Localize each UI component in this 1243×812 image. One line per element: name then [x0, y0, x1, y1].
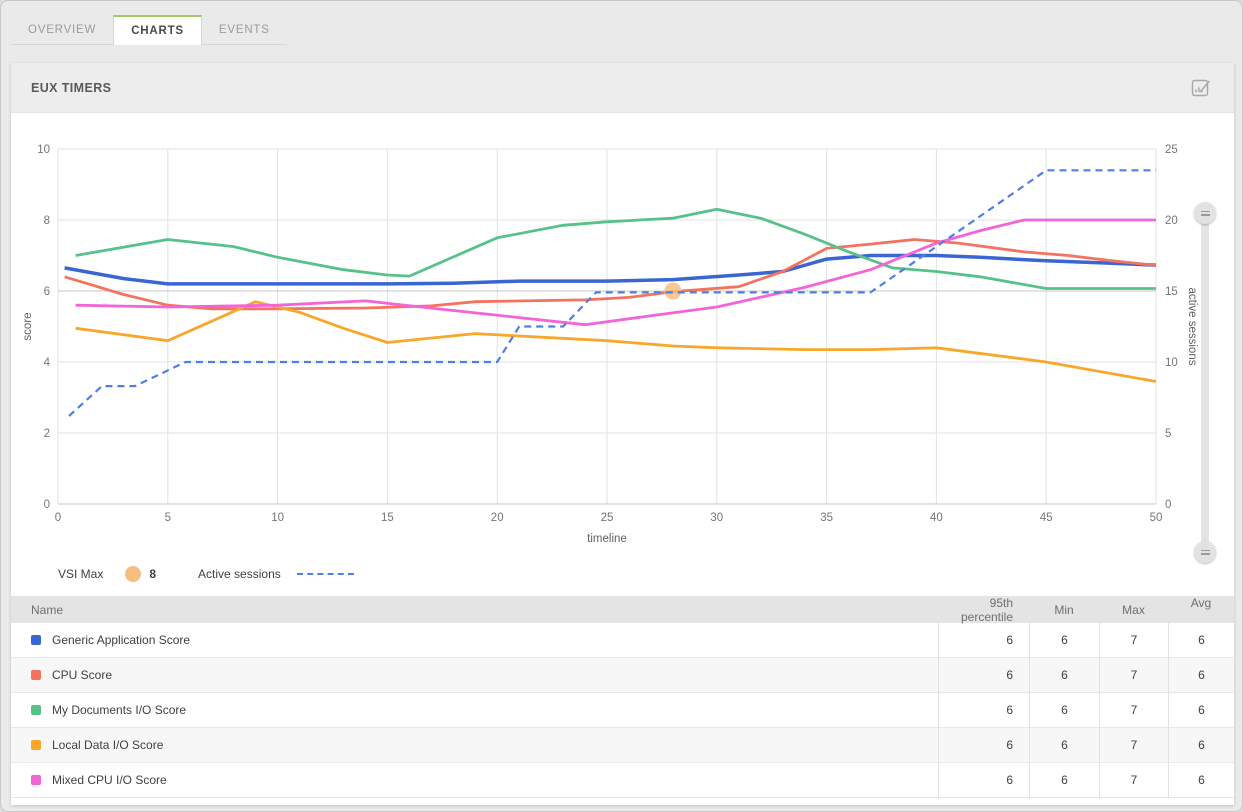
active-sessions-dash-icon: [297, 573, 354, 575]
cell-max: 7: [1099, 693, 1168, 728]
col-header-name: Name: [11, 603, 938, 617]
tab-charts[interactable]: CHARTS: [113, 15, 202, 45]
cell-avg: 6: [1168, 693, 1234, 728]
tab-overview[interactable]: OVERVIEW: [11, 15, 113, 45]
x-axis-tick: 50: [1150, 512, 1163, 524]
left-axis-tick: 10: [37, 144, 50, 156]
slider-handle-top[interactable]: [1194, 202, 1216, 224]
left-axis-title: score: [22, 312, 34, 340]
cell-max: 7: [1099, 763, 1168, 798]
table-row-mixed-cpu-i-o-score[interactable]: Mixed CPU I/O Score6676: [11, 763, 1234, 798]
left-axis-tick: 8: [44, 215, 50, 227]
series-name: Local Data I/O Score: [52, 738, 163, 752]
table-header: Name 95th percentile Min Max Avg: [11, 596, 1234, 623]
cell-min: 6: [1029, 693, 1099, 728]
cell-p95: 6: [938, 623, 1029, 658]
cell-avg: 6: [1168, 728, 1234, 763]
x-axis-tick: 40: [930, 512, 943, 524]
cell-p95: 6: [938, 658, 1029, 693]
eux-timers-panel: EUX TIMERS 0 2 4 6 8 10 0 5 10 15 20 25 0 5 10 15 20 25 30…: [11, 63, 1234, 805]
series-name: CPU Score: [52, 668, 112, 682]
right-axis-tick: 20: [1165, 215, 1178, 227]
tab-bar: OVERVIEWCHARTSEVENTS: [11, 15, 287, 45]
col-header-max: Max: [1099, 603, 1168, 617]
col-header-min: Min: [1029, 603, 1099, 617]
cell-min: 6: [1029, 623, 1099, 658]
cell-min: 6: [1029, 763, 1099, 798]
panel-title: EUX TIMERS: [31, 81, 111, 95]
cell-p95: 6: [938, 728, 1029, 763]
cell-p95: 6: [938, 763, 1029, 798]
active-sessions-range-slider: [1194, 202, 1216, 563]
right-axis-tick: 5: [1165, 428, 1171, 440]
col-header-avg: Avg: [1168, 596, 1234, 610]
cell-p95: 6: [938, 693, 1029, 728]
x-axis-title: timeline: [587, 533, 627, 545]
tab-events[interactable]: EVENTS: [202, 15, 287, 45]
x-axis-tick: 35: [820, 512, 833, 524]
right-axis-tick: 15: [1165, 286, 1178, 298]
cell-max: 7: [1099, 728, 1168, 763]
cell-avg: 6: [1168, 658, 1234, 693]
table-body: Generic Application Score6676CPU Score66…: [11, 623, 1234, 798]
active-sessions-label: Active sessions: [198, 567, 281, 581]
col-header-95th-percentile: 95th percentile: [938, 596, 1029, 624]
x-axis-tick: 15: [381, 512, 394, 524]
cell-min: 6: [1029, 658, 1099, 693]
vsi-max-marker: [664, 283, 681, 300]
series-line-cpu-score: [65, 240, 1156, 309]
dashboard: OVERVIEWCHARTSEVENTS EUX TIMERS 02468100…: [0, 0, 1243, 812]
x-axis-tick: 25: [601, 512, 614, 524]
table-row-generic-application-score[interactable]: Generic Application Score6676: [11, 623, 1234, 658]
left-axis-tick: 4: [44, 357, 51, 369]
table-row-my-documents-i-o-score[interactable]: My Documents I/O Score6676: [11, 693, 1234, 728]
x-axis-tick: 45: [1040, 512, 1053, 524]
series-color-swatch: [31, 705, 41, 715]
eux-timers-chart[interactable]: 0 2 4 6 8 10 0 5 10 15 20 25 0 5 10 15 20 25 30 35 40 45 50 sco…: [11, 113, 1234, 559]
series-color-swatch: [31, 740, 41, 750]
series-color-swatch: [31, 775, 41, 785]
vsi-max-label: VSI Max: [58, 567, 103, 581]
right-axis-tick: 10: [1165, 357, 1178, 369]
x-axis-tick: 30: [710, 512, 723, 524]
cell-max: 7: [1099, 658, 1168, 693]
edit-chart-icon[interactable]: [1190, 77, 1212, 99]
left-axis-tick: 0: [44, 499, 50, 511]
series-name: Mixed CPU I/O Score: [52, 773, 167, 787]
cell-min: 6: [1029, 728, 1099, 763]
right-axis-tick: 0: [1165, 499, 1171, 511]
table-row-local-data-i-o-score[interactable]: Local Data I/O Score6676: [11, 728, 1234, 763]
cell-avg: 6: [1168, 623, 1234, 658]
slider-track[interactable]: [1201, 204, 1209, 561]
series-name: Generic Application Score: [52, 633, 190, 647]
series-color-swatch: [31, 635, 41, 645]
left-axis-tick: 2: [44, 428, 50, 440]
series-color-swatch: [31, 670, 41, 680]
series-line-local-data-i-o-score: [76, 302, 1156, 382]
score-table: Name 95th percentile Min Max Avg Generic…: [11, 596, 1234, 798]
vsi-max-dot-icon: [125, 566, 141, 582]
series-name: My Documents I/O Score: [52, 703, 186, 717]
x-axis-tick: 20: [491, 512, 504, 524]
x-axis-tick: 0: [55, 512, 61, 524]
left-axis-tick: 6: [44, 286, 50, 298]
panel-header: EUX TIMERS: [11, 63, 1234, 113]
series-line-active-sessions: [69, 170, 1156, 416]
table-row-cpu-score[interactable]: CPU Score6676: [11, 658, 1234, 693]
chart-legend: VSI Max 8 Active sessions: [11, 559, 1234, 589]
cell-max: 7: [1099, 623, 1168, 658]
right-axis-tick: 25: [1165, 144, 1178, 156]
cell-avg: 6: [1168, 763, 1234, 798]
x-axis-tick: 10: [271, 512, 284, 524]
vsi-max-value: 8: [149, 567, 156, 581]
x-axis-tick: 5: [165, 512, 171, 524]
